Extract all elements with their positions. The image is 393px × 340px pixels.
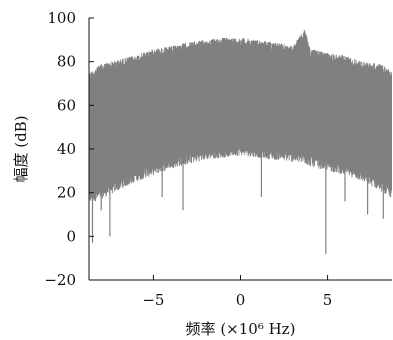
y-tick-label: 60: [57, 96, 76, 114]
x-tick-label: 0: [236, 291, 246, 309]
y-tick-label: 40: [57, 140, 76, 158]
y-tick-label: 80: [57, 53, 76, 71]
x-tick-label: −5: [142, 291, 164, 309]
y-tick-label: −20: [44, 271, 76, 289]
x-axis-label: 频率 (×10⁶ Hz): [186, 320, 296, 338]
series-signal: [89, 29, 392, 254]
y-axis-label: 幅度 (dB): [12, 115, 30, 182]
y-tick-label: 100: [47, 9, 76, 27]
y-tick-label: 20: [57, 184, 76, 202]
plot-area: [89, 29, 392, 254]
ticks: 100 80 60 40 20 0 −20 −5 0 5: [44, 9, 332, 309]
x-tick-label: 5: [323, 291, 333, 309]
signal-trace: [89, 29, 392, 202]
y-tick-label: 0: [66, 227, 76, 245]
